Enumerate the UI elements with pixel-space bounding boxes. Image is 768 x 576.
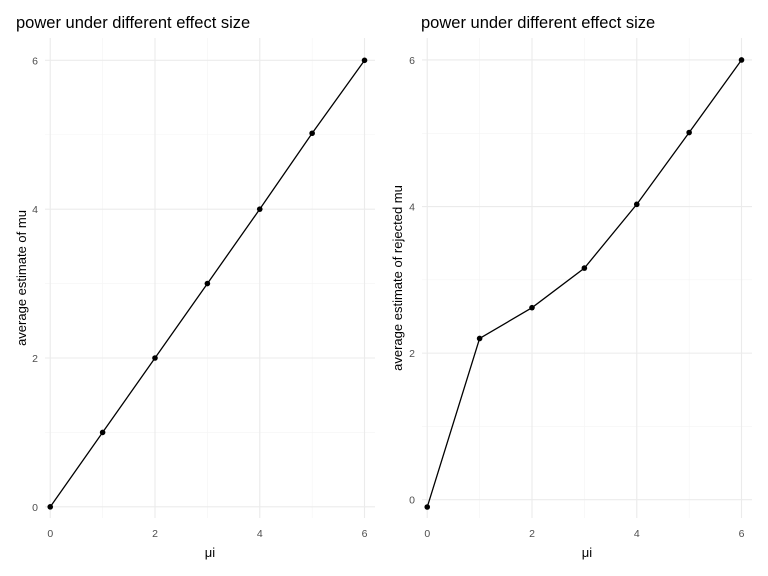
chart-panel-right: 0 2 4 6 0 2 4 6 power under different effect siz… bbox=[390, 14, 752, 560]
chart-right-data-point bbox=[476, 335, 483, 342]
chart-right-data-point bbox=[581, 265, 588, 271]
chart-left-data-point bbox=[309, 130, 315, 137]
chart-right-x-axis-label: μi bbox=[582, 545, 592, 560]
chart-right-x-tick-label: 6 bbox=[739, 528, 745, 540]
chart-left-x-tick-label: 4 bbox=[257, 528, 263, 540]
chart-right-y-tick-label: 0 bbox=[409, 495, 415, 507]
chart-right-data-point bbox=[424, 504, 431, 510]
chart-left-x-tick-label: 6 bbox=[362, 528, 368, 540]
chart-left-x-axis-label: μi bbox=[205, 545, 215, 560]
chart-left-data-point bbox=[47, 504, 54, 510]
chart-right-y-tick-label: 2 bbox=[409, 348, 415, 360]
chart-left-y-tick-label: 2 bbox=[32, 353, 38, 365]
chart-left-data-point bbox=[361, 57, 368, 64]
chart-right-data-point bbox=[686, 129, 692, 136]
chart-right-title: power under different effect size bbox=[421, 14, 655, 32]
chart-right-y-tick-label: 6 bbox=[409, 55, 415, 67]
chart-left-title: power under different effect size bbox=[16, 14, 250, 32]
chart-left-data-point bbox=[99, 429, 106, 436]
chart-left-x-tick-label: 0 bbox=[47, 528, 53, 540]
chart-right-data-point bbox=[738, 57, 745, 63]
chart-left-data-point bbox=[204, 280, 211, 287]
chart-right-x-tick-label: 2 bbox=[529, 528, 535, 540]
chart-right-data-point bbox=[529, 304, 535, 311]
chart-left-x-tick-label: 2 bbox=[152, 528, 158, 540]
chart-left-data-point bbox=[152, 355, 158, 361]
chart-panel-left: 0 2 4 6 0 2 4 6 power under different effect siz… bbox=[14, 14, 375, 560]
chart-right-y-axis-label: average estimate of rejected mu bbox=[390, 185, 405, 371]
chart-right-x-tick-label: 0 bbox=[424, 528, 430, 540]
chart-right-x-tick-label: 4 bbox=[634, 528, 640, 540]
chart-left-y-axis-label: average estimate of mu bbox=[14, 210, 29, 346]
chart-left-y-tick-label: 4 bbox=[32, 204, 38, 216]
chart-left-data-point bbox=[256, 206, 263, 212]
chart-right-data-point bbox=[633, 201, 640, 208]
chart-right-y-tick-label: 4 bbox=[409, 202, 415, 214]
chart-left-y-tick-label: 0 bbox=[32, 502, 38, 514]
chart-left-y-tick-label: 6 bbox=[32, 55, 38, 67]
